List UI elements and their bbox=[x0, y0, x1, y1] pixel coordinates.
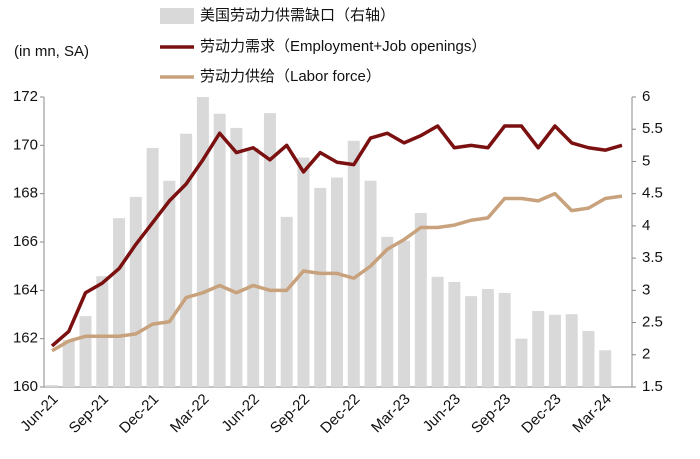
x-tick-label: Jun-21 bbox=[17, 391, 61, 435]
bar bbox=[62, 339, 75, 387]
x-tick-label: Mar-23 bbox=[368, 391, 414, 437]
y2-tick-label: 3 bbox=[642, 281, 650, 298]
line bbox=[51, 191, 623, 353]
y2-tick-label: 1.5 bbox=[642, 378, 663, 395]
x-tick-label: Jun-22 bbox=[218, 391, 262, 435]
y-axis-label: (in mn, SA) bbox=[14, 43, 89, 60]
bar bbox=[548, 314, 561, 387]
y-tick-label: 168 bbox=[13, 185, 38, 202]
bar bbox=[431, 276, 444, 387]
bar bbox=[213, 113, 226, 387]
y-tick-label: 162 bbox=[13, 330, 38, 347]
x-tick-label: Dec-21 bbox=[116, 391, 162, 437]
bar bbox=[347, 140, 360, 387]
legend-label: 劳动力需求（Employment+Job openings） bbox=[200, 38, 486, 55]
y2-tick-label: 2 bbox=[642, 346, 650, 363]
x-tick-label: Dec-22 bbox=[317, 391, 363, 437]
bar bbox=[247, 147, 260, 387]
x-tick-label: Sep-21 bbox=[66, 391, 112, 437]
y-tick-label: 172 bbox=[13, 88, 38, 105]
bar bbox=[364, 180, 377, 387]
x-tick-label: Dec-23 bbox=[518, 391, 564, 437]
x-tick-label: Sep-22 bbox=[267, 391, 313, 437]
bar bbox=[481, 289, 494, 387]
bar bbox=[532, 310, 545, 387]
bar bbox=[163, 180, 176, 387]
bar bbox=[46, 385, 58, 387]
bar bbox=[263, 113, 276, 387]
y-tick-label: 170 bbox=[13, 136, 38, 153]
bar bbox=[465, 296, 478, 387]
y2-tick-label: 6 bbox=[642, 88, 650, 105]
bar bbox=[129, 196, 142, 387]
x-tick-label: Mar-22 bbox=[167, 391, 213, 437]
y-tick-label: 166 bbox=[13, 233, 38, 250]
x-tick-label: Sep-23 bbox=[468, 391, 514, 437]
y-tick-label: 164 bbox=[13, 281, 38, 298]
bar bbox=[498, 292, 511, 387]
bar bbox=[414, 213, 427, 387]
x-tick-label: Mar-24 bbox=[569, 391, 615, 437]
bar bbox=[146, 147, 159, 387]
bar bbox=[96, 276, 109, 387]
legend-label: 劳动力供给（Labor force） bbox=[200, 68, 381, 85]
bar bbox=[565, 314, 578, 387]
legend-label: 美国劳动力供需缺口（右轴） bbox=[200, 7, 395, 24]
bar bbox=[314, 187, 327, 387]
bar bbox=[448, 281, 461, 387]
bar bbox=[331, 177, 343, 387]
y2-tick-label: 2.5 bbox=[642, 314, 663, 331]
legend-swatch bbox=[160, 8, 194, 24]
line bbox=[50, 124, 623, 348]
bar bbox=[230, 127, 243, 387]
y2-tick-label: 3.5 bbox=[642, 249, 663, 266]
y2-tick-label: 5.5 bbox=[642, 120, 663, 137]
bar bbox=[280, 216, 293, 387]
bar bbox=[515, 338, 528, 387]
y2-tick-label: 5 bbox=[642, 152, 650, 169]
bar bbox=[381, 236, 394, 387]
bar bbox=[113, 218, 126, 387]
y2-tick-label: 4.5 bbox=[642, 185, 663, 202]
bar bbox=[196, 97, 209, 387]
bar bbox=[398, 240, 411, 387]
bar bbox=[79, 316, 92, 387]
y2-tick-label: 4 bbox=[642, 217, 650, 234]
y-tick-label: 160 bbox=[13, 378, 38, 395]
bar bbox=[599, 350, 612, 387]
bar bbox=[582, 330, 595, 387]
x-tick-label: Jun-23 bbox=[420, 391, 464, 435]
bar bbox=[180, 133, 193, 387]
